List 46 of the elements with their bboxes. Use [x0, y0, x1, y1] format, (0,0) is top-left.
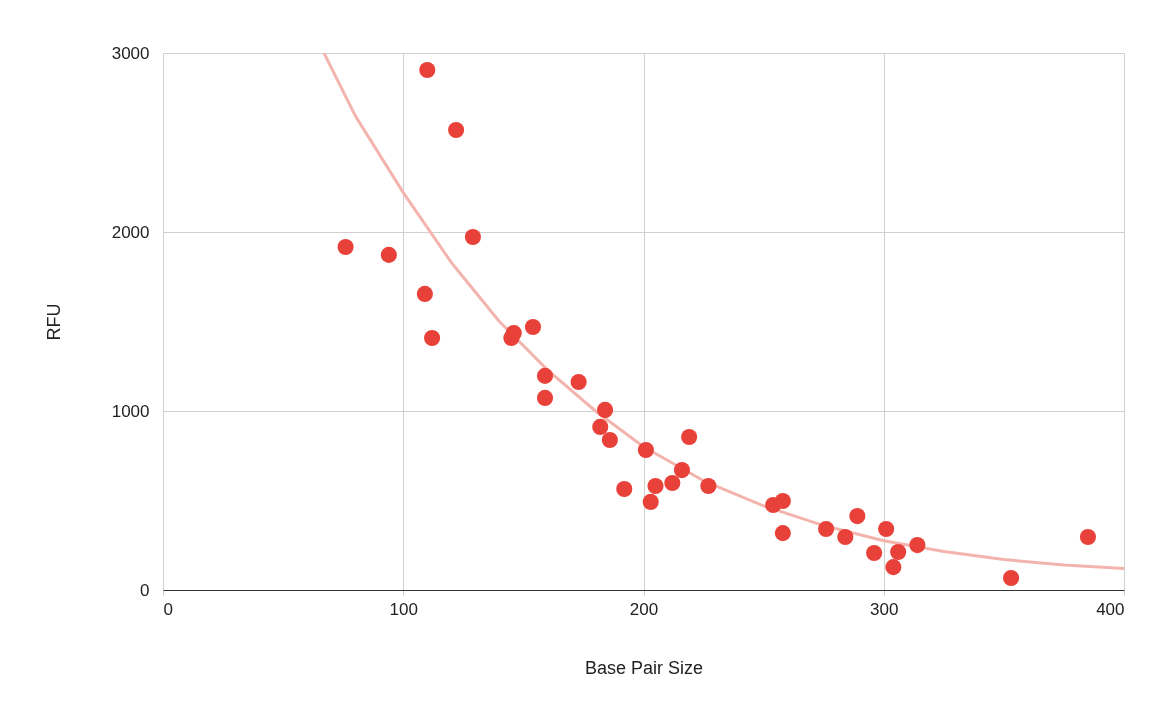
point	[642, 493, 659, 510]
x-tick-label: 0	[163, 599, 173, 619]
y-tick-label: 0	[140, 580, 150, 600]
point	[536, 389, 554, 406]
point	[647, 477, 664, 495]
point	[536, 367, 554, 384]
x-tick-label: 200	[629, 599, 659, 619]
x-tick-label: 400	[1096, 599, 1125, 619]
point	[818, 520, 835, 538]
y-axis-title: RFU	[43, 303, 64, 341]
y-tick-label: 1000	[111, 401, 150, 421]
point	[424, 329, 441, 347]
point	[448, 121, 465, 139]
line-series	[322, 53, 1124, 571]
point	[837, 528, 854, 546]
point	[337, 238, 354, 256]
x-tick-label: 300	[870, 599, 899, 619]
point	[637, 441, 654, 459]
point	[592, 418, 609, 435]
point	[1003, 569, 1020, 587]
point	[664, 474, 681, 491]
point	[681, 428, 698, 445]
point	[1079, 528, 1097, 546]
point	[416, 285, 433, 302]
y-tick-label: 2000	[111, 222, 150, 242]
point	[878, 520, 895, 538]
point	[885, 559, 902, 576]
point	[524, 319, 542, 336]
x-tick-label: 100	[389, 599, 418, 619]
point	[601, 431, 618, 449]
point	[700, 477, 717, 495]
point	[419, 61, 436, 79]
x-axis-title: Base Pair Size	[584, 657, 704, 678]
point	[774, 525, 791, 542]
point	[673, 462, 690, 479]
point	[774, 492, 791, 510]
point	[597, 401, 614, 418]
y-tick-label: 3000	[111, 43, 150, 63]
point	[464, 228, 481, 246]
point	[890, 544, 907, 561]
point	[570, 373, 587, 391]
point	[866, 544, 883, 561]
point	[380, 246, 397, 263]
point	[849, 508, 866, 525]
point	[616, 481, 633, 498]
point	[909, 537, 926, 554]
